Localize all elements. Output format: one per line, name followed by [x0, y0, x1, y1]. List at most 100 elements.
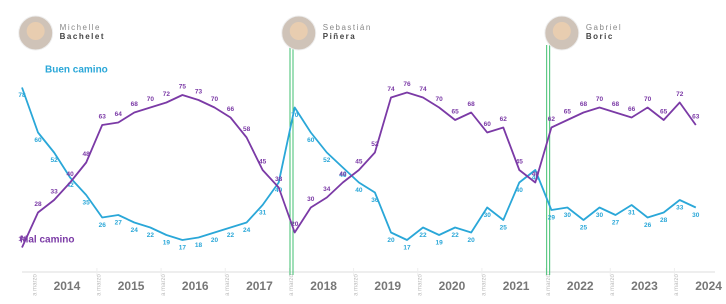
value-label: 62: [548, 116, 556, 123]
year-label: 2022: [567, 279, 594, 293]
value-label: 63: [692, 114, 700, 121]
value-label: 68: [468, 101, 476, 108]
value-label: 66: [227, 106, 235, 113]
minor-label: a marzo: [97, 274, 103, 296]
value-label: 52: [371, 141, 379, 148]
value-label: 73: [195, 89, 203, 96]
value-label: 26: [99, 222, 107, 229]
value-label: 22: [452, 232, 460, 239]
value-label: 38: [275, 176, 283, 183]
value-label: 22: [227, 232, 235, 239]
value-label: 18: [195, 242, 203, 249]
year-label: 2017: [246, 279, 273, 293]
value-label: 70: [291, 112, 299, 119]
value-label: 65: [564, 109, 572, 116]
value-label: 70: [644, 96, 652, 103]
value-label: 72: [676, 91, 684, 98]
president-last-name: Boric: [586, 32, 614, 41]
value-label: 75: [179, 84, 187, 91]
president-face: [553, 22, 571, 40]
value-label: 25: [500, 225, 508, 232]
value-label: 68: [612, 101, 620, 108]
value-label: 20: [387, 237, 395, 244]
value-label: 22: [419, 232, 427, 239]
year-label: 2015: [118, 279, 145, 293]
year-label: 2020: [439, 279, 466, 293]
president-last-name: Piñera: [323, 32, 356, 41]
minor-label: a marzo: [289, 274, 295, 296]
value-label: 25: [580, 225, 588, 232]
value-label: 29: [548, 215, 556, 222]
value-label: 40: [67, 171, 75, 178]
president-last-name: Bachelet: [60, 32, 105, 41]
value-label: 17: [403, 245, 411, 252]
year-label: 2018: [310, 279, 337, 293]
value-label: 60: [484, 121, 492, 128]
value-label: 31: [628, 210, 636, 217]
value-label: 24: [131, 227, 139, 234]
minor-label: a marzo: [674, 274, 680, 296]
value-label: 27: [115, 220, 123, 227]
value-label: 70: [435, 96, 443, 103]
minor-label: a marzo: [161, 274, 167, 296]
value-label: 58: [243, 126, 251, 133]
series-label: Buen camino: [45, 65, 108, 76]
minor-label: a marzo: [417, 274, 423, 296]
president-first-name: Michelle: [60, 23, 101, 32]
chart: 2014a marzo2015a marzo2016a marzo2017a m…: [0, 0, 726, 299]
president-first-name: Gabriel: [586, 23, 622, 32]
minor-label: a marzo: [482, 274, 488, 296]
value-label: 36: [371, 197, 379, 204]
value-label: 78: [18, 92, 26, 99]
value-label: 45: [259, 159, 267, 166]
value-label: 65: [452, 109, 460, 116]
value-label: 45: [355, 159, 363, 166]
value-label: 19: [163, 240, 171, 247]
minor-label: a marzo: [546, 274, 552, 296]
value-label: 40: [516, 187, 524, 194]
value-label: 30: [484, 212, 492, 219]
value-label: 68: [580, 101, 588, 108]
value-label: 27: [612, 220, 620, 227]
value-label: 72: [163, 91, 171, 98]
value-label: 63: [99, 114, 107, 121]
year-label: 2016: [182, 279, 209, 293]
minor-label: a marzo: [225, 274, 231, 296]
series-line: [22, 93, 696, 248]
value-label: 52: [50, 157, 58, 164]
value-label: 22: [147, 232, 155, 239]
value-label: 35: [83, 200, 91, 207]
president-first-name: Sebastián: [323, 23, 372, 32]
president-face: [290, 22, 308, 40]
value-label: 74: [387, 86, 395, 93]
value-label: 60: [34, 137, 42, 144]
value-label: 24: [243, 227, 251, 234]
value-label: 52: [323, 157, 331, 164]
value-label: 45: [516, 159, 524, 166]
value-label: 64: [115, 111, 123, 118]
minor-label: a marzo: [610, 274, 616, 296]
value-label: 30: [307, 196, 315, 203]
value-label: 68: [131, 101, 139, 108]
year-label: 2014: [54, 279, 81, 293]
value-label: 40: [339, 171, 347, 178]
value-label: 60: [307, 137, 315, 144]
value-label: 20: [468, 237, 476, 244]
value-label: 28: [660, 217, 668, 224]
value-label: 17: [179, 245, 187, 252]
value-label: 66: [628, 106, 636, 113]
value-label: 70: [211, 96, 219, 103]
year-label: 2019: [374, 279, 401, 293]
value-label: 28: [34, 201, 42, 208]
value-label: 70: [147, 96, 155, 103]
minor-label: a marzo: [32, 274, 38, 296]
president-face: [27, 22, 45, 40]
value-label: 20: [291, 221, 299, 228]
year-label: 2021: [503, 279, 530, 293]
value-label: 76: [403, 81, 411, 88]
value-label: 20: [211, 237, 219, 244]
value-label: 70: [596, 96, 604, 103]
value-label: 30: [564, 212, 572, 219]
value-label: 48: [83, 151, 91, 158]
value-label: 26: [644, 222, 652, 229]
